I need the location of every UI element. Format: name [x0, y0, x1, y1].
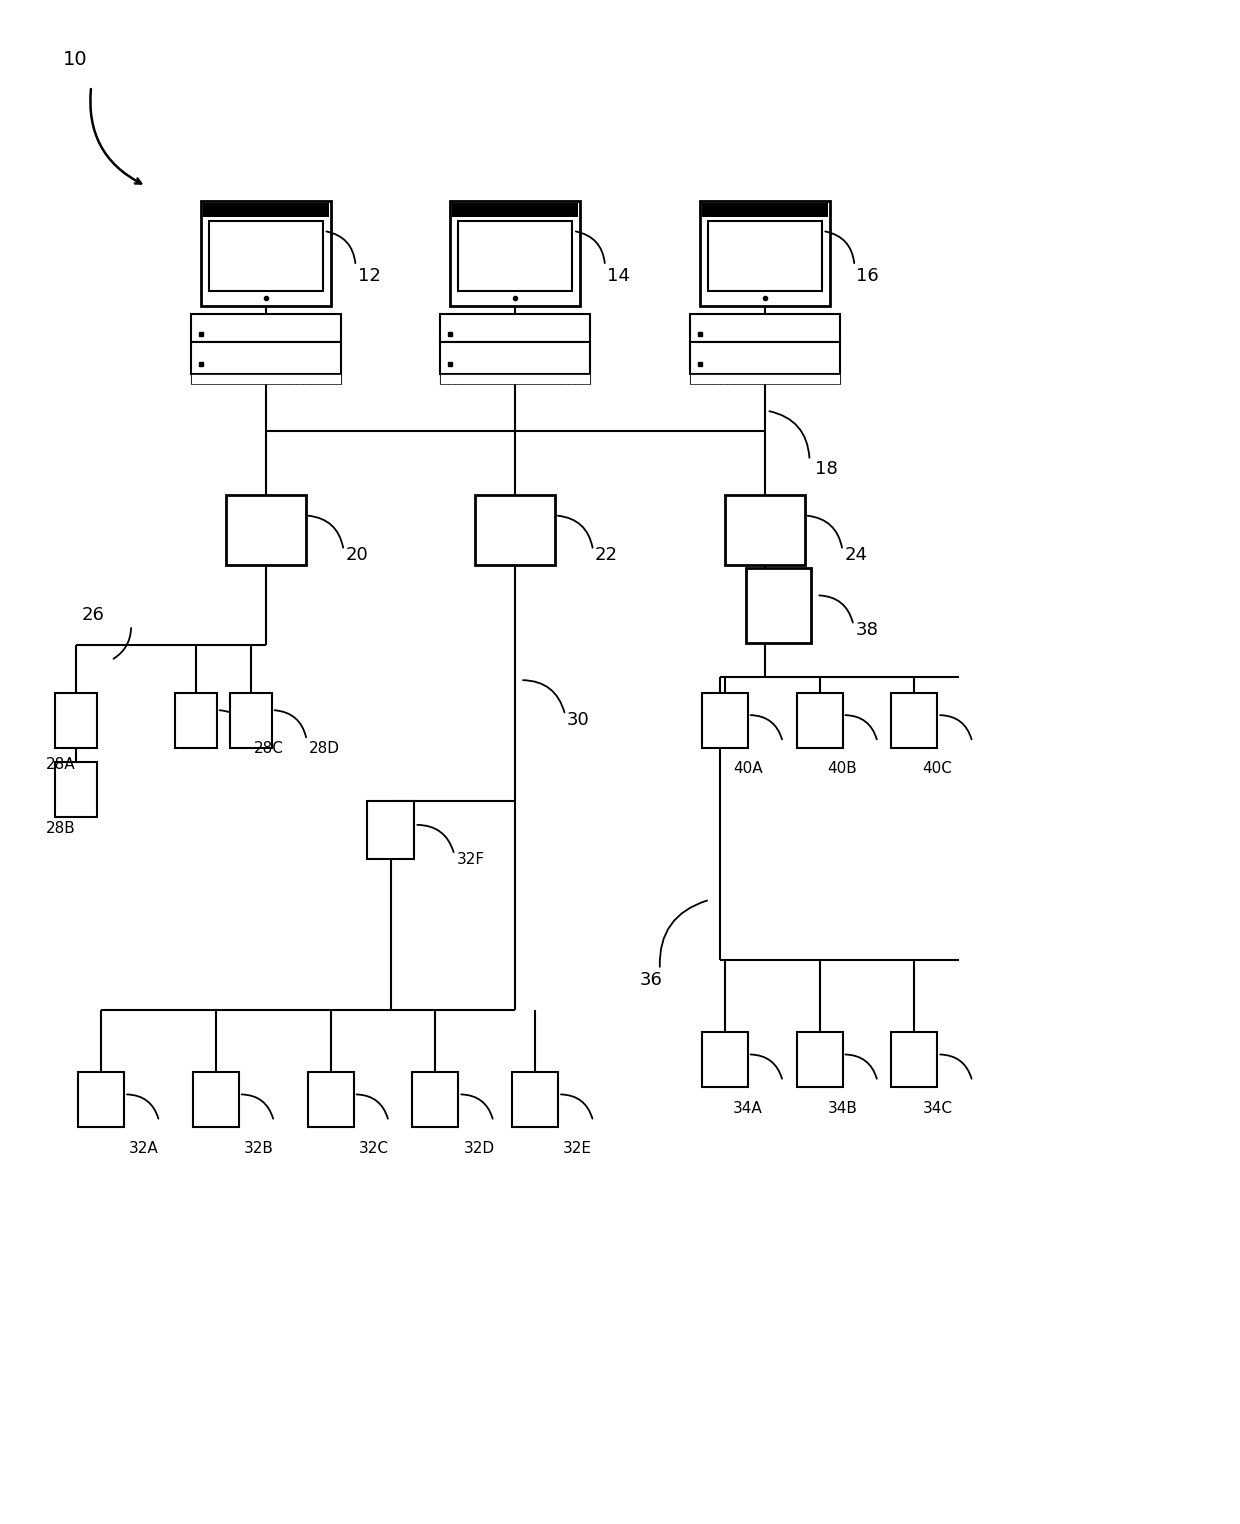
Bar [191, 314, 341, 341]
Bar [689, 341, 839, 373]
Bar [208, 221, 322, 291]
Bar [892, 1032, 937, 1087]
Bar [367, 802, 414, 860]
Text: 12: 12 [357, 267, 381, 285]
Bar [892, 692, 937, 748]
Text: 40A: 40A [733, 762, 763, 777]
Bar [193, 1071, 239, 1126]
Text: 38: 38 [856, 622, 878, 639]
Text: 16: 16 [857, 267, 879, 285]
Bar [226, 495, 306, 565]
Text: 34B: 34B [827, 1100, 858, 1116]
Text: 34A: 34A [733, 1100, 763, 1116]
Bar [689, 314, 839, 341]
Bar [724, 495, 805, 565]
Bar [475, 495, 556, 565]
Bar [702, 203, 827, 216]
Text: 30: 30 [567, 712, 590, 728]
Bar [229, 692, 272, 748]
Bar [702, 1032, 748, 1087]
Bar [699, 201, 830, 306]
Text: 32C: 32C [358, 1141, 388, 1155]
Bar [796, 1032, 843, 1087]
Bar [191, 341, 341, 373]
Bar [796, 692, 843, 748]
Bar [203, 203, 329, 216]
Text: 32F: 32F [456, 852, 485, 867]
Text: 18: 18 [815, 460, 837, 477]
Bar [453, 203, 578, 216]
Text: 26: 26 [81, 607, 104, 625]
Bar [708, 221, 822, 291]
Text: 28A: 28A [46, 757, 76, 773]
Text: 40B: 40B [827, 762, 857, 777]
Bar [440, 373, 590, 384]
Bar [201, 201, 331, 306]
Bar [512, 1071, 558, 1126]
Text: 36: 36 [640, 971, 663, 989]
Bar [56, 762, 97, 817]
Bar [56, 692, 97, 748]
Bar [175, 692, 217, 748]
Text: 34C: 34C [923, 1100, 952, 1116]
Text: 22: 22 [595, 547, 618, 564]
Bar [191, 373, 341, 384]
Text: 20: 20 [346, 547, 368, 564]
Bar [459, 221, 572, 291]
Text: 28B: 28B [46, 821, 76, 837]
Text: 28D: 28D [309, 741, 340, 756]
Text: 24: 24 [844, 547, 868, 564]
Text: 10: 10 [63, 50, 88, 69]
Bar [450, 201, 580, 306]
Bar [78, 1071, 124, 1126]
Text: 32B: 32B [244, 1141, 274, 1155]
Text: 40C: 40C [923, 762, 952, 777]
Bar [440, 314, 590, 341]
Text: 32E: 32E [563, 1141, 593, 1155]
Bar [702, 692, 748, 748]
Bar [413, 1071, 459, 1126]
Text: 14: 14 [608, 267, 630, 285]
Bar [308, 1071, 353, 1126]
Text: 28C: 28C [254, 741, 284, 756]
Bar [689, 373, 839, 384]
Text: 32D: 32D [464, 1141, 495, 1155]
Bar [746, 568, 811, 643]
Text: 32A: 32A [129, 1141, 159, 1155]
Bar [440, 341, 590, 373]
